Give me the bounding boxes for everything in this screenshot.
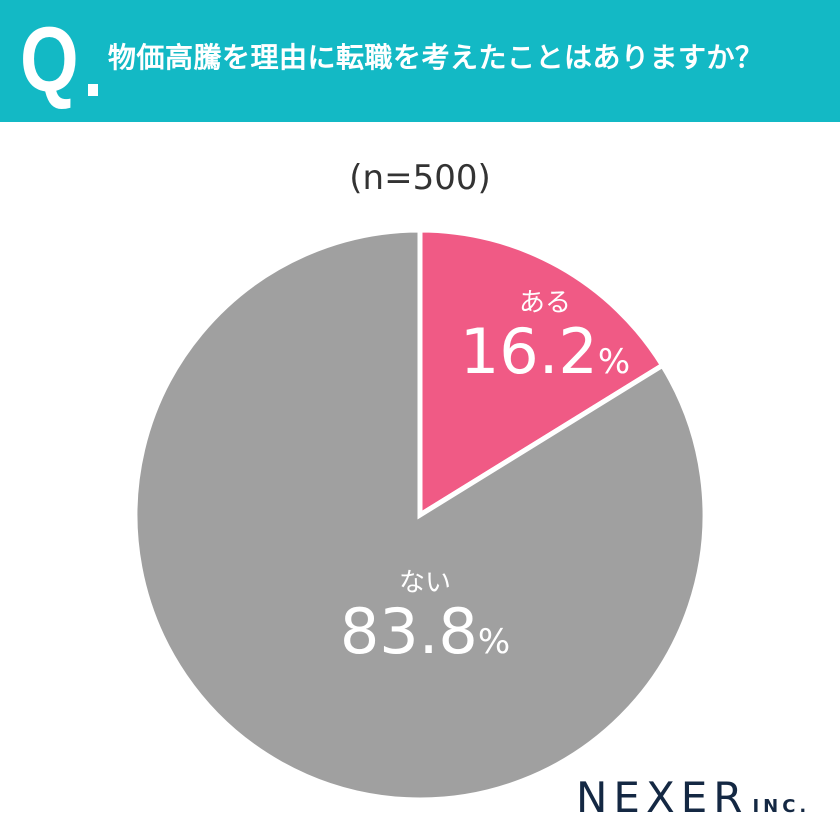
logo-name: NEXER	[576, 773, 749, 822]
pie-slice-0	[417, 227, 666, 520]
slice-percent: 83.8%	[339, 595, 511, 668]
question-text: 物価高騰を理由に転職を考えたことはありますか？	[108, 41, 764, 74]
q-mark: Q	[20, 9, 79, 111]
slice-label-no: ない 83.8%	[325, 562, 525, 675]
nexer-logo: NEXER INC.	[576, 773, 810, 822]
slice-label-yes: ある 16.2%	[445, 282, 645, 395]
pie-slice-1	[132, 227, 708, 803]
slice-category: ない	[398, 568, 451, 598]
slice-category: ある	[518, 288, 571, 318]
q-dot-icon	[88, 84, 98, 96]
slice-percent: 16.2%	[459, 315, 631, 388]
sample-size-label: (n=500)	[349, 158, 491, 198]
question-header: Q 物価高騰を理由に転職を考えたことはありますか？	[0, 0, 840, 122]
logo-suffix: INC.	[752, 796, 811, 817]
